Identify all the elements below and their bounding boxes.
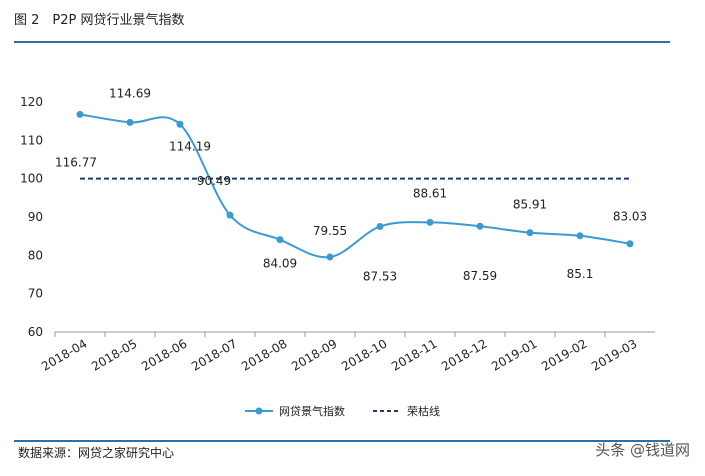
- y-tick-label: 100: [20, 172, 43, 186]
- chart-title: 图 2 P2P 网贷行业景气指数: [14, 12, 185, 28]
- data-label: 87.59: [463, 269, 497, 283]
- series-line: [79, 113, 631, 259]
- point: [226, 211, 234, 219]
- data-label: 85.1: [567, 267, 594, 281]
- data-label: 87.53: [363, 269, 397, 283]
- point: [526, 229, 534, 237]
- x-tick-label: 2018-04: [39, 336, 89, 373]
- point: [476, 222, 484, 230]
- x-tick-label: 2019-02: [539, 336, 589, 373]
- point: [76, 110, 84, 118]
- x-tick-label: 2018-12: [439, 336, 489, 373]
- data-label: 85.91: [513, 198, 547, 212]
- x-tick-label: 2018-10: [339, 336, 389, 373]
- data-label: 114.69: [109, 86, 151, 100]
- data-label: 88.61: [413, 186, 447, 200]
- x-tick-label: 2019-03: [589, 336, 639, 373]
- legend-marker: [255, 407, 263, 415]
- data-label: 116.77: [55, 155, 97, 169]
- point: [376, 222, 384, 230]
- x-tick-label: 2018-09: [289, 336, 339, 373]
- point: [626, 240, 634, 248]
- y-tick-label: 80: [28, 248, 43, 262]
- x-tick-label: 2019-01: [489, 336, 539, 373]
- x-tick-label: 2018-08: [239, 336, 289, 373]
- point: [326, 253, 334, 261]
- x-tick-label: 2018-11: [389, 336, 439, 373]
- data-label: 84.09: [263, 257, 297, 271]
- data-label: 90.49: [197, 174, 231, 188]
- point: [576, 232, 584, 240]
- y-tick-label: 110: [20, 133, 43, 147]
- point: [426, 218, 434, 226]
- legend-label: 荣枯线: [407, 404, 440, 418]
- point: [126, 118, 134, 126]
- y-tick-label: 60: [28, 325, 43, 339]
- y-tick-label: 70: [28, 287, 43, 301]
- source: 数据来源：网贷之家研究中心: [18, 445, 174, 460]
- x-tick-label: 2018-06: [139, 336, 189, 373]
- x-tick-label: 2018-05: [89, 336, 139, 373]
- data-label: 83.03: [613, 210, 647, 224]
- x-tick-label: 2018-07: [189, 336, 239, 373]
- y-tick-label: 120: [20, 95, 43, 109]
- point: [276, 236, 284, 244]
- data-label: 114.19: [169, 139, 211, 153]
- y-tick-label: 90: [28, 210, 43, 224]
- data-label: 79.55: [313, 224, 347, 238]
- legend-label: 网贷景气指数: [279, 404, 345, 418]
- point: [176, 120, 184, 128]
- watermark: 头条 @钱道网: [595, 441, 690, 459]
